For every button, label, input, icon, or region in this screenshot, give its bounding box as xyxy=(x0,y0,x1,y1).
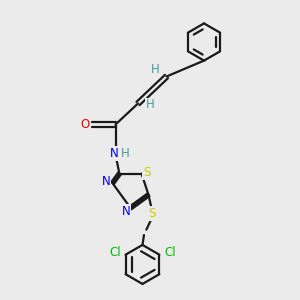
Text: N: N xyxy=(110,147,118,161)
Text: S: S xyxy=(148,207,155,220)
Text: N: N xyxy=(122,205,130,218)
Text: H: H xyxy=(146,98,155,112)
Text: S: S xyxy=(143,166,151,179)
Text: Cl: Cl xyxy=(109,246,121,259)
Text: Cl: Cl xyxy=(164,246,176,259)
Text: N: N xyxy=(102,175,110,188)
Text: H: H xyxy=(121,147,130,161)
Text: O: O xyxy=(80,118,89,131)
Text: H: H xyxy=(151,63,160,76)
